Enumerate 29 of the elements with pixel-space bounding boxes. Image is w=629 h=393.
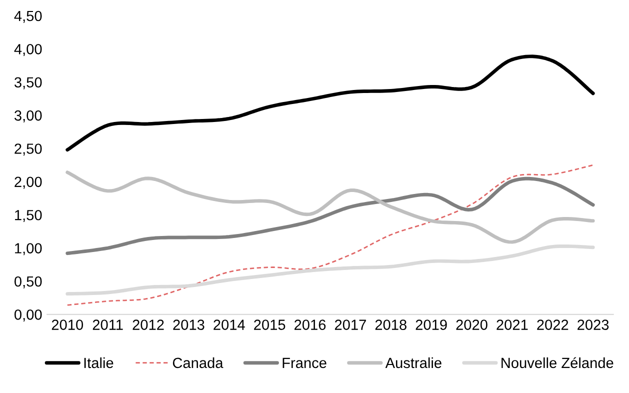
x-tick-label: 2013	[173, 320, 204, 330]
x-tick-label: 2012	[132, 320, 164, 330]
x-tick-label: 2020	[456, 320, 488, 330]
y-tick-label: 0,00	[14, 310, 42, 322]
y-tick-label: 4,00	[14, 44, 42, 56]
y-tick-label: 1,00	[15, 243, 42, 256]
y-tick-label: 0,50	[14, 276, 42, 288]
legend-label: France	[282, 358, 326, 368]
x-tick-label: 2016	[294, 320, 326, 330]
y-tick-label: 4,50	[14, 10, 42, 23]
legend-label: Australie	[385, 357, 442, 368]
x-tick-label: 2019	[416, 320, 447, 330]
y-tick-label: 3,00	[14, 110, 42, 122]
x-tick-label: 2023	[578, 320, 609, 330]
x-tick-label: 2015	[254, 320, 286, 330]
x-tick-label: 2022	[537, 320, 568, 330]
legend-label: Canada	[172, 357, 224, 368]
y-tick-label: 1,50	[15, 210, 42, 222]
x-tick-label: 2011	[92, 320, 123, 330]
x-tick-label: 2010	[52, 320, 84, 330]
y-tick-label: 3,50	[14, 77, 42, 90]
x-tick-label: 2021	[496, 320, 528, 330]
legend-label: Nouvelle Zélande	[502, 357, 614, 368]
legend-label: Italie	[84, 357, 114, 368]
y-tick-label: 2,50	[14, 144, 42, 156]
x-tick-label: 2017	[334, 320, 366, 330]
x-tick-label: 2018	[375, 320, 406, 330]
y-tick-label: 2,00	[14, 176, 42, 189]
x-tick-label: 2014	[214, 320, 245, 330]
